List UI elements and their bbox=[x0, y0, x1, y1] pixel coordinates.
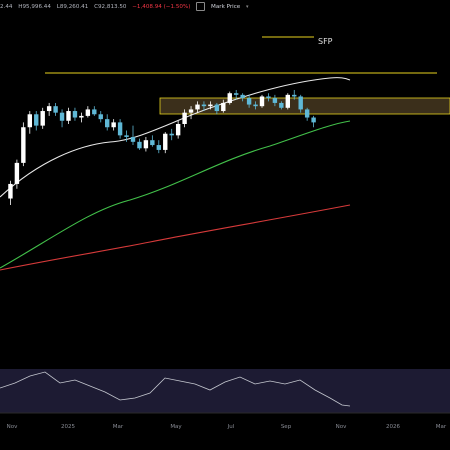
rsi-panel-band bbox=[0, 369, 450, 413]
ma-fast-line bbox=[0, 77, 351, 198]
x-axis-tick-label: Mar bbox=[436, 424, 447, 430]
moving-averages-layer bbox=[0, 77, 351, 271]
candle-body bbox=[111, 122, 116, 128]
candle-body bbox=[214, 104, 220, 112]
chevron-down-icon: ▾ bbox=[246, 4, 249, 10]
candle-body bbox=[143, 140, 149, 149]
candle-body bbox=[163, 133, 168, 150]
candle-body bbox=[85, 109, 91, 116]
candle-body bbox=[98, 114, 103, 120]
candle-body bbox=[53, 106, 58, 113]
candle-body bbox=[279, 102, 284, 108]
x-axis-tick-label: Jul bbox=[227, 424, 235, 430]
candle-body bbox=[175, 124, 181, 136]
candle-body bbox=[266, 96, 271, 99]
x-axis-tick-label: May bbox=[170, 424, 182, 430]
ma-mid-line bbox=[0, 120, 351, 269]
candle-body bbox=[150, 140, 155, 146]
rsi-line bbox=[0, 371, 351, 407]
candle-body bbox=[156, 145, 161, 150]
x-axis-tick-label: Mar bbox=[113, 424, 124, 430]
x-axis-tick-label: Nov bbox=[7, 424, 18, 430]
x-axis-tick-label: 2025 bbox=[61, 424, 75, 430]
candle-body bbox=[124, 135, 129, 137]
candle-body bbox=[72, 111, 78, 118]
candle-body bbox=[14, 162, 20, 184]
candle-body bbox=[79, 115, 84, 118]
candle-body bbox=[130, 136, 136, 142]
x-axis-tick-label: Sep bbox=[281, 424, 292, 430]
ohlc-open: 2.44 bbox=[0, 4, 13, 10]
candle-body bbox=[311, 117, 316, 123]
price-source-label: Mark Price bbox=[211, 4, 241, 10]
candle-body bbox=[201, 104, 207, 107]
candle-body bbox=[195, 104, 200, 110]
ohlc-close: C92,813.50 bbox=[94, 4, 127, 10]
candle-body bbox=[253, 104, 258, 107]
sfp-annotation: SFP bbox=[318, 37, 333, 46]
ohlc-high: H95,996.44 bbox=[18, 4, 51, 10]
x-axis: Nov 2025 Mar May Jul Sep Nov 2026 Mar bbox=[7, 424, 447, 430]
ohlc-header: 2.44 H95,996.44 L89,260.41 C92,813.50 −1… bbox=[0, 0, 450, 14]
candle-body bbox=[66, 111, 71, 121]
candles-layer bbox=[8, 89, 316, 205]
candle-body bbox=[21, 127, 26, 163]
level-lines-layer bbox=[45, 36, 437, 74]
candle-body bbox=[27, 114, 32, 128]
candle-body bbox=[182, 112, 187, 124]
candle-body bbox=[221, 102, 226, 112]
x-axis-tick-label: Nov bbox=[336, 424, 347, 430]
candle-body bbox=[285, 94, 290, 108]
candle-body bbox=[259, 96, 265, 107]
candle-body bbox=[304, 109, 310, 118]
candle-body bbox=[298, 96, 303, 110]
candle-body bbox=[105, 119, 110, 128]
candle-body bbox=[246, 98, 252, 105]
candle-body bbox=[40, 111, 45, 126]
candle-body bbox=[234, 93, 239, 95]
candle-body bbox=[188, 109, 194, 113]
ohlc-low: L89,260.41 bbox=[56, 4, 89, 10]
candle-body bbox=[117, 122, 123, 136]
candle-body bbox=[8, 183, 13, 199]
candle-body bbox=[92, 109, 97, 115]
price-source-selector[interactable]: Mark Price ▾ bbox=[196, 2, 252, 11]
ma-slow-line bbox=[0, 204, 351, 271]
candle-body bbox=[227, 93, 232, 103]
x-axis-tick-label: 2026 bbox=[386, 424, 400, 430]
candle-body bbox=[34, 114, 39, 126]
ohlc-change: −1,408.94 (−1.50%) bbox=[132, 4, 191, 10]
candle-body bbox=[137, 141, 142, 149]
candle-body bbox=[272, 98, 278, 103]
candle-body bbox=[59, 112, 65, 121]
candle-body bbox=[208, 104, 213, 107]
candle-body bbox=[46, 106, 52, 112]
rsi-layer bbox=[0, 371, 351, 407]
candle-body bbox=[292, 94, 297, 97]
candle-body bbox=[240, 94, 245, 99]
square-icon bbox=[196, 2, 206, 11]
candle-body bbox=[169, 133, 174, 136]
